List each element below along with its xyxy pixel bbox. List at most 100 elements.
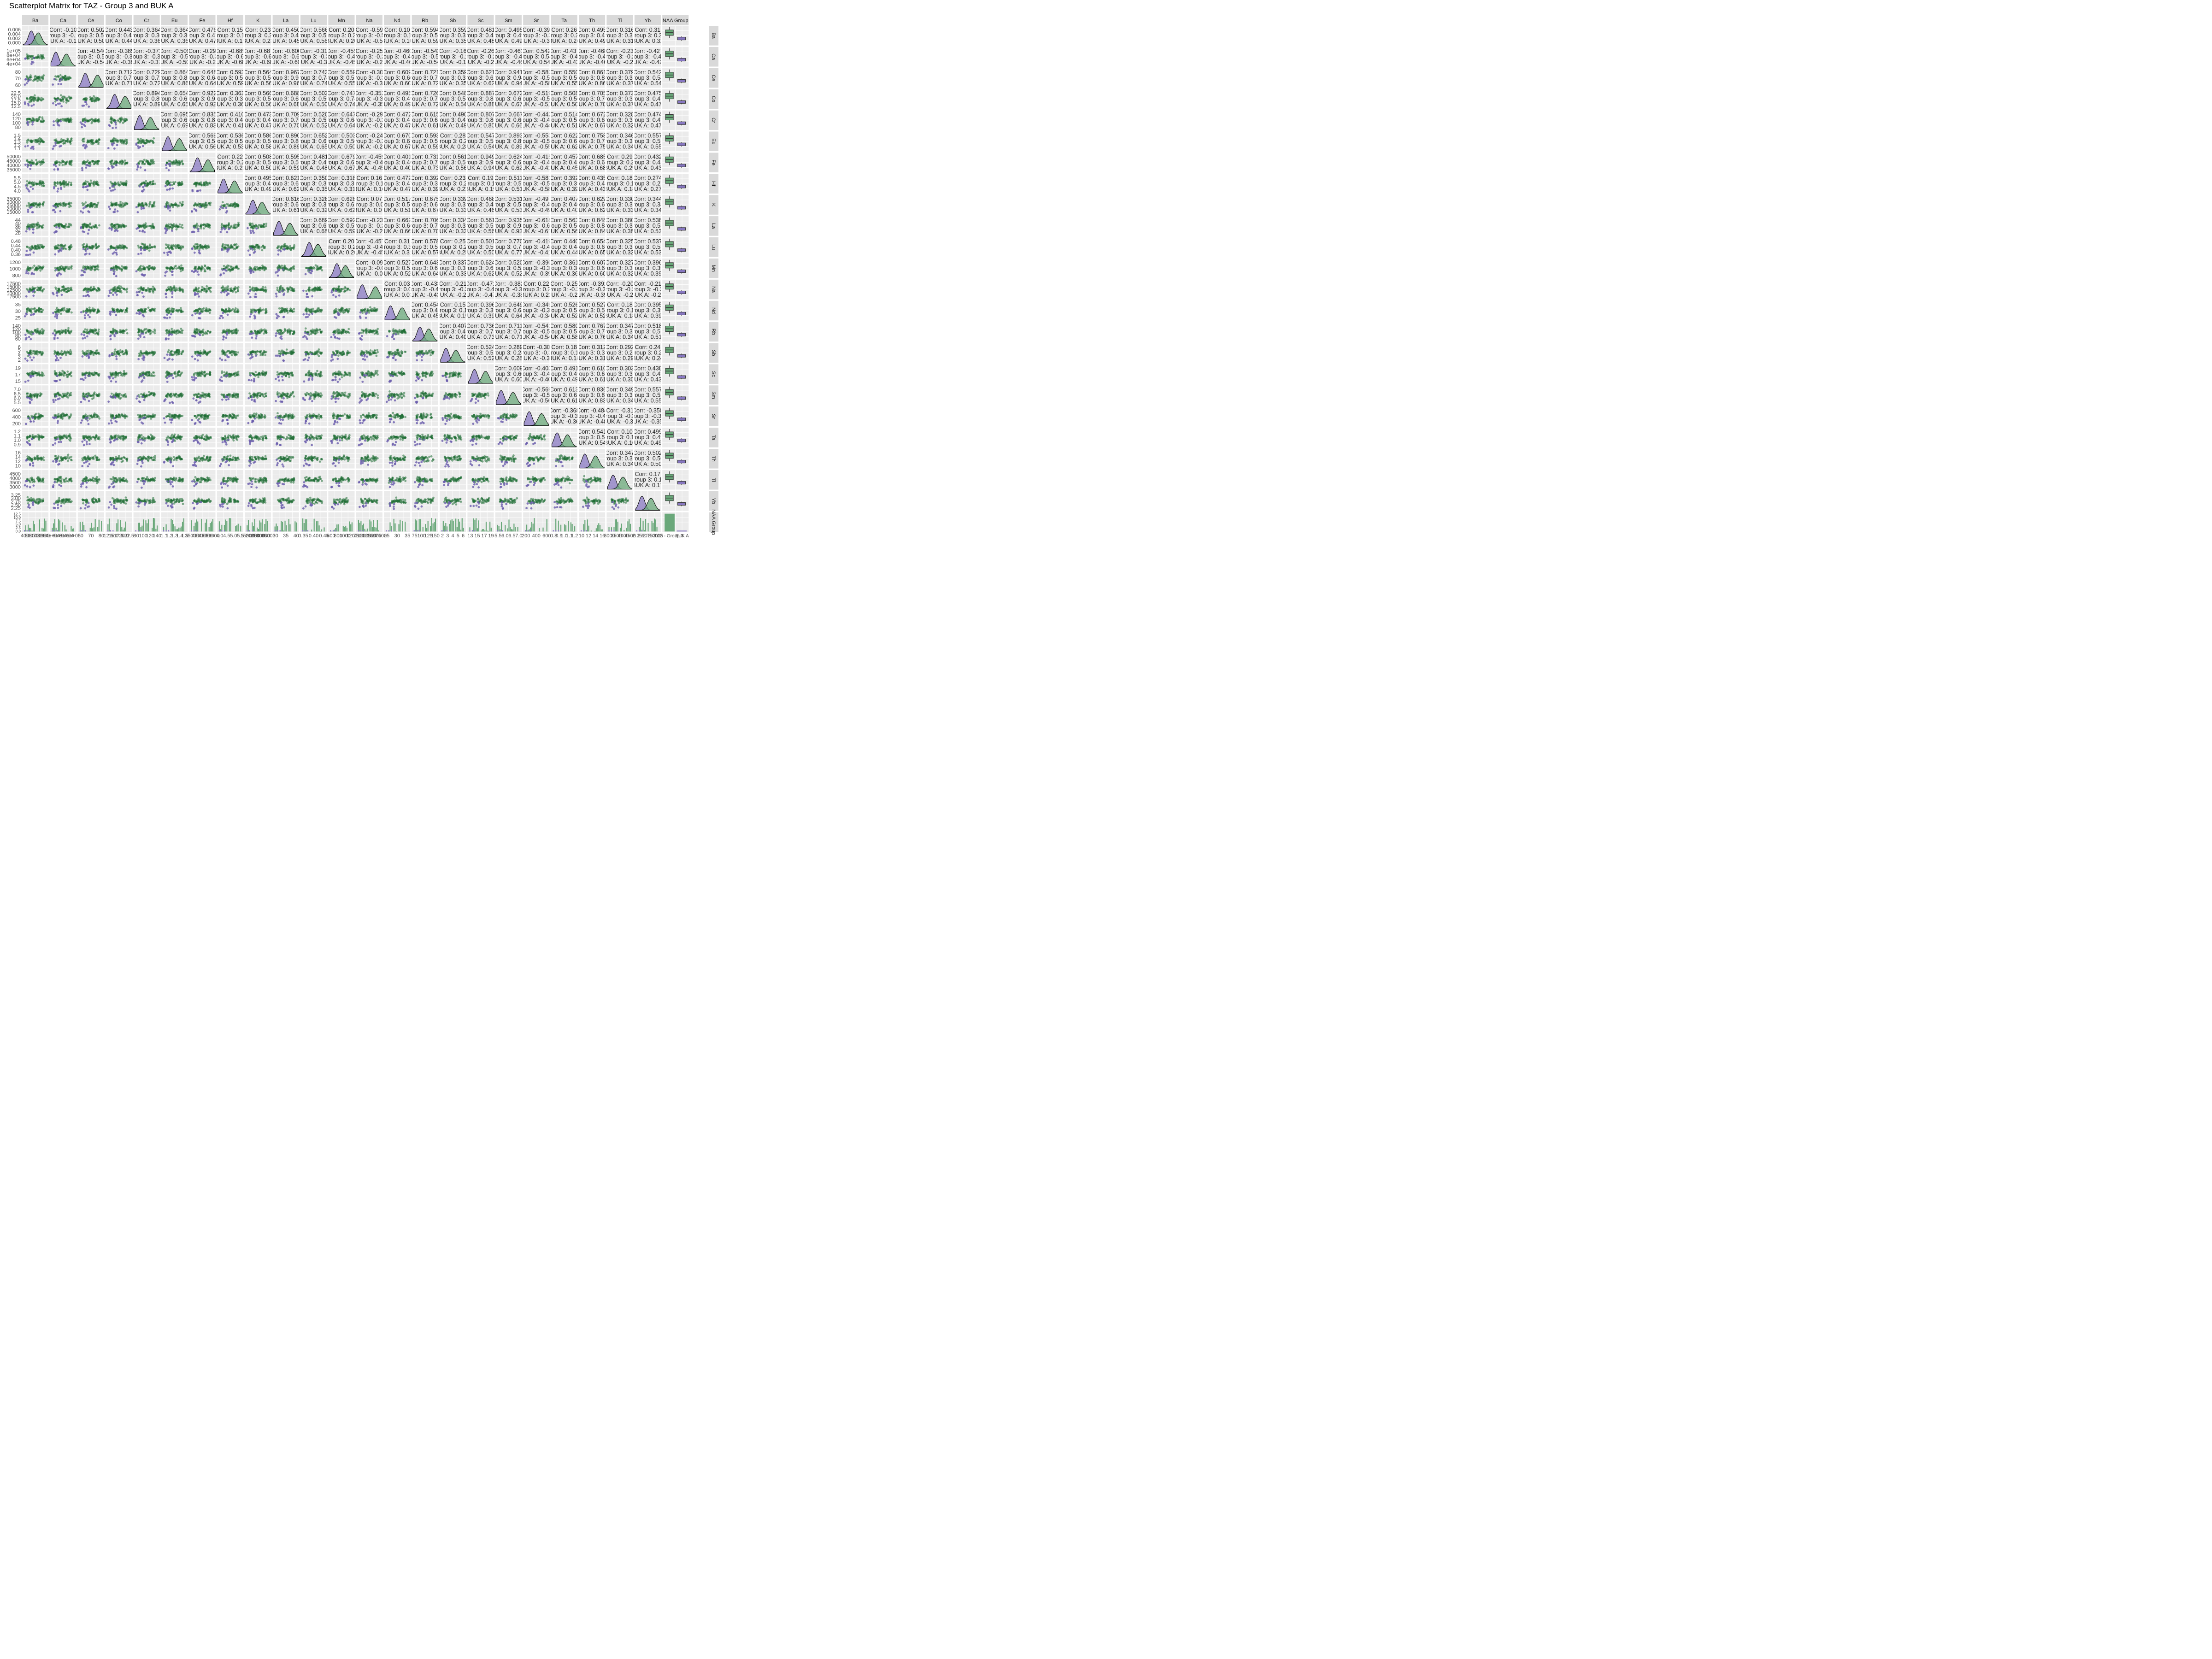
group2-correlation: BUK A: 0.609 bbox=[380, 80, 414, 87]
group2-correlation: BUK A: 0.344 bbox=[630, 207, 665, 213]
column-strip-la: La bbox=[272, 15, 299, 25]
scatter-point-group1 bbox=[27, 139, 30, 142]
scatter-point-group2 bbox=[59, 80, 61, 82]
scatter-point-group1 bbox=[66, 140, 69, 142]
panel-ce-ba bbox=[22, 68, 49, 88]
panel-cr-ce bbox=[77, 110, 104, 130]
scatter-point-group2 bbox=[277, 253, 280, 256]
scatter-point-group1 bbox=[175, 159, 178, 162]
scatter-point-group1 bbox=[29, 55, 31, 58]
group2-correlation: BUK A: 0.481 bbox=[296, 165, 331, 171]
scatter-point-group2 bbox=[250, 231, 253, 234]
group2-correlation: BUK A: 0.359 bbox=[435, 38, 470, 44]
scatter-point-group2 bbox=[136, 163, 139, 166]
group2-correlation: BUK A: 0.364 bbox=[129, 38, 164, 44]
scatter-point-group1 bbox=[59, 244, 62, 247]
panel-background bbox=[245, 26, 271, 46]
scatter-point-group2 bbox=[136, 168, 139, 171]
scatter-point-group1 bbox=[35, 227, 38, 229]
row-strip-label: Sc bbox=[711, 371, 716, 377]
column-strip-bg bbox=[133, 15, 160, 25]
scatter-point-group2 bbox=[196, 271, 199, 273]
panel-eu-cr bbox=[133, 131, 160, 152]
group2-correlation: BUK A: -0.457 bbox=[351, 249, 388, 256]
panel-mn-co bbox=[106, 258, 132, 278]
scatter-point-group1 bbox=[42, 182, 44, 184]
column-strip-co: Co bbox=[106, 15, 132, 25]
scatter-point-group2 bbox=[222, 227, 225, 229]
scatter-point-group1 bbox=[180, 161, 183, 164]
panel-ce-naa-group bbox=[662, 68, 689, 88]
scatter-point-group1 bbox=[265, 223, 268, 225]
scatter-point-group2 bbox=[81, 105, 84, 107]
scatter-point-group2 bbox=[85, 253, 88, 255]
scatter-point-group1 bbox=[29, 161, 32, 164]
panel-la-hf bbox=[217, 216, 243, 236]
column-strip-label: Hf bbox=[228, 18, 233, 24]
scatter-point-group1 bbox=[141, 202, 143, 205]
scatter-point-group1 bbox=[229, 205, 231, 207]
group2-correlation: BUK A: 0.457 bbox=[547, 165, 582, 171]
scatter-point-group1 bbox=[293, 244, 295, 247]
scatter-point-group2 bbox=[277, 249, 280, 252]
row-strip-nd: Nd bbox=[709, 300, 718, 321]
group2-correlation: BUK A: 0.330 bbox=[602, 207, 637, 213]
group2-correlation: BUK A: -0.461 bbox=[490, 59, 527, 65]
row-strip-bg bbox=[709, 89, 718, 109]
scatter-point-group2 bbox=[142, 188, 145, 191]
scatter-point-group2 bbox=[82, 207, 85, 210]
panel-fe-ca bbox=[50, 153, 76, 172]
group2-correlation: BUK A: 0.517 bbox=[380, 207, 414, 213]
scatter-point-group2 bbox=[84, 146, 87, 148]
column-strip-bg bbox=[328, 15, 355, 25]
scatter-point-group1 bbox=[95, 242, 98, 245]
scatter-point-group1 bbox=[95, 246, 98, 249]
scatter-point-group1 bbox=[207, 226, 210, 229]
scatter-point-group1 bbox=[110, 140, 112, 142]
scatter-point-group1 bbox=[152, 204, 154, 206]
scatter-point-group1 bbox=[206, 223, 208, 225]
column-strip-label: Th bbox=[589, 18, 595, 24]
scatter-point-group1 bbox=[286, 245, 289, 247]
group2-correlation: BUK A: -0.371 bbox=[129, 59, 165, 65]
scatter-point-group2 bbox=[29, 186, 32, 188]
panel-mn-hf bbox=[217, 258, 243, 278]
group2-correlation: BUK A: 0.15 bbox=[214, 38, 246, 44]
scatter-point-group1 bbox=[89, 247, 92, 249]
scatter-point-group1 bbox=[86, 120, 89, 123]
group2-correlation: BUK A: 0.538 bbox=[630, 228, 665, 235]
group2-correlation: BUK A: -0.687 bbox=[240, 59, 276, 65]
scatter-point-group1 bbox=[262, 244, 265, 247]
scatter-point-group1 bbox=[97, 268, 100, 271]
group2-correlation: BUK A: -0.437 bbox=[546, 59, 582, 65]
panel-background bbox=[579, 26, 606, 46]
group1-correlation: Group 3: 0.443 bbox=[100, 32, 138, 39]
scatter-point-group1 bbox=[62, 140, 65, 142]
group2-correlation: BUK A: 0.894 bbox=[129, 101, 164, 108]
group1-correlation: Group 3: 0.566 bbox=[294, 32, 333, 39]
scatter-point-group1 bbox=[83, 119, 86, 122]
scatter-point-group1 bbox=[112, 118, 115, 121]
column-strip-bg bbox=[495, 15, 522, 25]
